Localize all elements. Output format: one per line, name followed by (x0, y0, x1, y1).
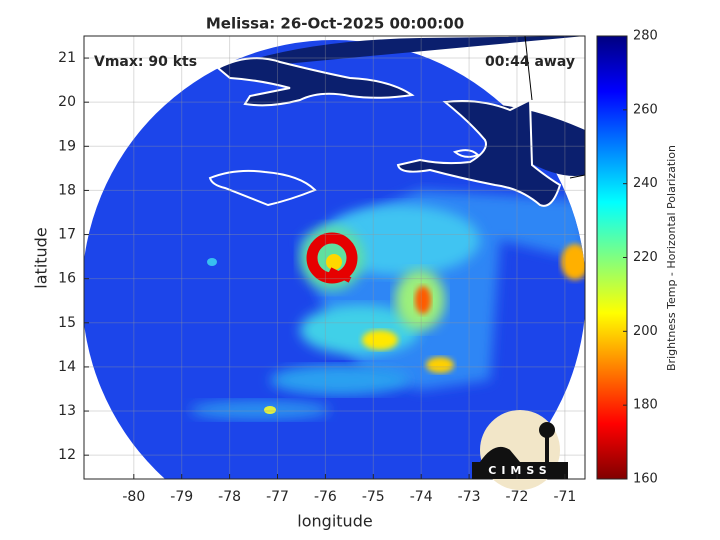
y-tick-label: 13 (58, 403, 76, 419)
land (220, 36, 585, 176)
colorbar-tick-label: 260 (633, 102, 658, 117)
colorbar-tick-label: 200 (633, 324, 658, 339)
annotation: 00:44 away (485, 54, 575, 70)
x-tick-label: -73 (458, 489, 481, 505)
x-tick-label: -71 (553, 489, 576, 505)
colorbar-label: Brightness Temp - Horizontal Polarizatio… (665, 145, 678, 371)
x-tick-label: -76 (314, 489, 337, 505)
x-axis-label: longitude (297, 512, 372, 531)
logo: CIMSS (472, 410, 568, 490)
colorbar-tick-label: 160 (633, 472, 658, 487)
island-coast (452, 149, 480, 158)
colorbar-tick-label: 240 (633, 176, 658, 191)
border (524, 36, 585, 179)
x-tick-label: -72 (506, 489, 529, 505)
y-tick-label: 21 (58, 50, 76, 66)
chart-title: Melissa: 26-Oct-2025 00:00:00 (206, 15, 464, 33)
grid (84, 36, 585, 479)
jamaica-coast (208, 169, 317, 207)
x-tick-label: -78 (218, 489, 241, 505)
hispaniola-coast (396, 98, 562, 207)
satellite-image (84, 36, 585, 479)
y-tick-label: 16 (58, 271, 76, 287)
y-tick-label: 15 (58, 315, 76, 331)
y-tick-label: 12 (58, 447, 76, 463)
y-tick-label: 14 (58, 359, 76, 375)
y-tick-label: 19 (58, 138, 76, 154)
cuba-coast (216, 57, 415, 107)
x-tick-label: -74 (410, 489, 433, 505)
plot-frame (83, 35, 586, 480)
y-axis-label: latitude (32, 227, 51, 288)
colorbar (596, 35, 628, 480)
colorbar-tick-label: 280 (633, 29, 658, 44)
y-tick-label: 17 (58, 227, 76, 243)
x-tick-label: -80 (122, 489, 145, 505)
annotation: Vmax: 90 kts (94, 54, 197, 70)
logo-text: CIMSS (488, 464, 551, 477)
y-tick-label: 18 (58, 182, 76, 198)
y-tick-label: 20 (58, 94, 76, 110)
colorbar-tick-label: 220 (633, 250, 658, 265)
x-tick-label: -77 (266, 489, 289, 505)
x-tick-label: -79 (170, 489, 193, 505)
x-tick-label: -75 (362, 489, 385, 505)
colorbar-tick-label: 180 (633, 398, 658, 413)
convection (190, 190, 585, 420)
